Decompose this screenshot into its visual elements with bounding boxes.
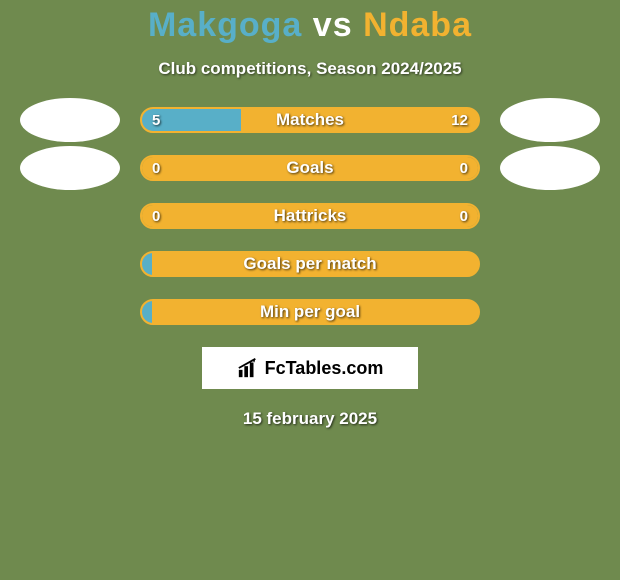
avatar-right [500,146,600,190]
bar-left-fill: 0 [142,205,160,227]
bar-label: Min per goal [260,302,360,322]
bar-label: Hattricks [274,206,347,226]
stat-bar: Min per goal [140,299,480,325]
container: Makgoga vs Ndaba Club competitions, Seas… [0,0,620,580]
bar-right-value: 12 [451,112,468,129]
stat-row: 0 0 Hattricks [0,203,620,229]
bar-left-value: 0 [152,208,160,225]
title-left: Makgoga [148,6,302,44]
bar-label: Goals [286,158,333,178]
avatar-right [500,98,600,142]
subtitle: Club competitions, Season 2024/2025 [0,59,620,79]
bar-left-value: 0 [152,160,160,177]
stat-bar: Goals per match [140,251,480,277]
avatar-left [20,98,120,142]
avatar-left [20,146,120,190]
logo-box[interactable]: FcTables.com [202,347,418,389]
stat-bar: 5 12 Matches [140,107,480,133]
bar-left-value: 5 [152,112,160,129]
logo-text: FcTables.com [265,358,384,379]
stat-row: Goals per match [0,251,620,277]
page-title: Makgoga vs Ndaba [0,6,620,45]
stat-row: 5 12 Matches [0,107,620,133]
bar-label: Goals per match [243,254,376,274]
stat-bar: 0 0 Goals [140,155,480,181]
bars-icon [237,357,259,379]
bar-label: Matches [276,110,344,130]
stat-bar: 0 0 Hattricks [140,203,480,229]
bar-right-value: 0 [460,160,468,177]
bar-left-fill: 0 [142,157,160,179]
title-vs: vs [313,6,353,44]
date: 15 february 2025 [0,409,620,429]
bar-left-fill [142,253,152,275]
stat-row: 0 0 Goals [0,155,620,181]
bar-right-value: 0 [460,208,468,225]
bar-left-fill [142,301,152,323]
stat-row: Min per goal [0,299,620,325]
bar-left-fill: 5 [142,109,241,131]
title-right: Ndaba [363,6,472,44]
bars-section: 5 12 Matches 0 0 Goals 0 0 Hattricks Goals per ma… [0,107,620,325]
